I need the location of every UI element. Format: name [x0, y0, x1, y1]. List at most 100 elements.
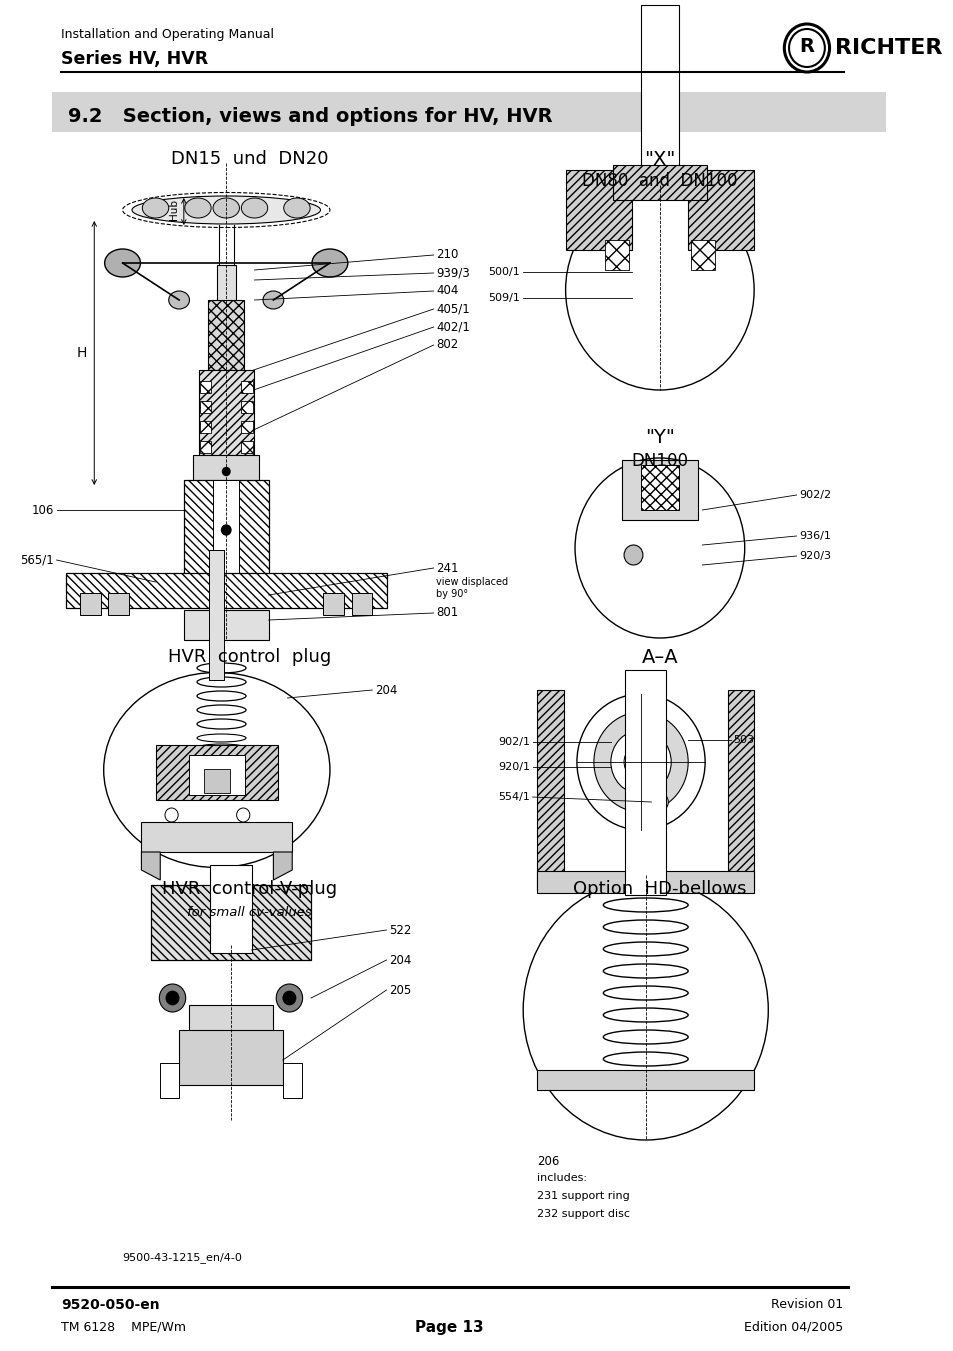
Text: 232 support disc: 232 support disc — [537, 1209, 630, 1219]
Bar — [184, 480, 269, 590]
Text: RICHTER: RICHTER — [834, 38, 942, 58]
Bar — [624, 670, 666, 894]
Text: 509/1: 509/1 — [488, 293, 519, 303]
Text: 405/1: 405/1 — [436, 303, 470, 316]
Bar — [160, 1063, 179, 1098]
Text: 206: 206 — [537, 1155, 559, 1169]
Bar — [537, 1070, 754, 1090]
Bar — [199, 401, 211, 413]
Text: H: H — [76, 346, 87, 359]
Text: by 90°: by 90° — [436, 589, 468, 598]
Bar — [565, 170, 631, 250]
Bar — [209, 550, 224, 680]
Bar — [203, 769, 230, 793]
Bar — [352, 593, 372, 615]
Text: 404: 404 — [436, 285, 458, 297]
Text: 204: 204 — [389, 954, 412, 966]
Bar — [621, 459, 697, 520]
Bar — [241, 440, 253, 453]
Bar — [66, 573, 386, 608]
Bar — [193, 455, 259, 488]
Bar — [155, 744, 278, 800]
Bar — [690, 240, 714, 270]
Bar — [687, 170, 754, 250]
Ellipse shape — [105, 249, 140, 277]
Text: Edition 04/2005: Edition 04/2005 — [743, 1320, 842, 1333]
Text: DN15  und  DN20: DN15 und DN20 — [171, 150, 328, 168]
Circle shape — [165, 808, 178, 821]
Ellipse shape — [132, 196, 320, 224]
Text: Option  HD-bellows: Option HD-bellows — [573, 880, 746, 898]
Bar — [216, 265, 235, 390]
Bar — [282, 1063, 301, 1098]
Bar — [640, 465, 678, 509]
Bar — [199, 440, 211, 453]
Bar — [241, 381, 253, 393]
Text: 9520-050-en: 9520-050-en — [61, 1298, 160, 1312]
Text: 902/1: 902/1 — [497, 738, 529, 747]
Bar — [537, 690, 563, 890]
Polygon shape — [274, 852, 292, 880]
Ellipse shape — [122, 192, 330, 227]
Text: DN80  and  DN100: DN80 and DN100 — [581, 172, 737, 190]
Text: 522: 522 — [389, 924, 412, 936]
Circle shape — [651, 793, 668, 811]
Bar — [189, 1005, 274, 1035]
Text: 902/2: 902/2 — [799, 490, 831, 500]
Circle shape — [222, 467, 230, 476]
Bar — [151, 885, 311, 961]
Text: "Y": "Y" — [644, 428, 674, 447]
Text: 565/1: 565/1 — [20, 554, 53, 566]
Text: 241: 241 — [436, 562, 458, 574]
Text: 9.2   Section, views and options for HV, HVR: 9.2 Section, views and options for HV, H… — [68, 107, 552, 126]
Text: A–A: A–A — [641, 648, 678, 667]
Bar — [210, 865, 252, 952]
Circle shape — [565, 190, 754, 390]
Circle shape — [221, 526, 231, 535]
Circle shape — [594, 712, 687, 812]
Bar — [241, 401, 253, 413]
Bar — [199, 381, 211, 393]
Text: 204: 204 — [375, 684, 397, 697]
Ellipse shape — [241, 199, 268, 218]
Bar — [141, 821, 292, 852]
Text: HVR  control  plug: HVR control plug — [168, 648, 331, 666]
Polygon shape — [189, 1065, 274, 1085]
Text: 402/1: 402/1 — [436, 320, 470, 334]
Text: 9500-43-1215_en/4-0: 9500-43-1215_en/4-0 — [122, 1252, 242, 1263]
Circle shape — [633, 754, 648, 770]
Ellipse shape — [104, 673, 330, 867]
Circle shape — [282, 992, 295, 1005]
Bar — [151, 885, 311, 961]
Bar — [537, 871, 754, 893]
Ellipse shape — [213, 199, 239, 218]
Bar — [189, 755, 245, 794]
Circle shape — [623, 744, 658, 780]
Circle shape — [577, 694, 704, 830]
Text: 231 support ring: 231 support ring — [537, 1192, 629, 1201]
Ellipse shape — [185, 199, 211, 218]
Text: HVR  control-V-plug: HVR control-V-plug — [162, 880, 337, 898]
Circle shape — [166, 992, 179, 1005]
Text: 503: 503 — [733, 735, 754, 744]
Text: view displaced: view displaced — [436, 577, 508, 586]
Circle shape — [575, 458, 744, 638]
Bar — [179, 1029, 282, 1085]
Text: 554/1: 554/1 — [497, 792, 529, 802]
Circle shape — [236, 808, 250, 821]
Circle shape — [522, 880, 767, 1140]
Circle shape — [656, 798, 663, 807]
Text: Hub: Hub — [169, 200, 179, 220]
Text: 106: 106 — [31, 504, 53, 516]
Circle shape — [276, 984, 302, 1012]
Text: Revision 01: Revision 01 — [771, 1298, 842, 1310]
Text: 936/1: 936/1 — [799, 531, 830, 540]
Bar — [612, 165, 706, 200]
Ellipse shape — [142, 199, 169, 218]
Text: 500/1: 500/1 — [488, 267, 519, 277]
Ellipse shape — [283, 199, 310, 218]
Bar — [213, 480, 239, 590]
Bar — [109, 593, 129, 615]
Ellipse shape — [312, 249, 348, 277]
Ellipse shape — [263, 290, 283, 309]
